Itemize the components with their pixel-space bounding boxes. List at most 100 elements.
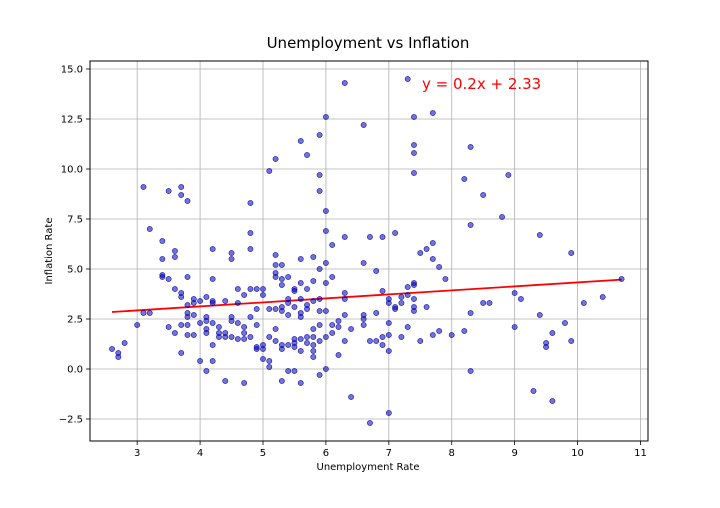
scatter-point xyxy=(266,358,273,364)
scatter-point xyxy=(159,274,166,280)
scatter-point xyxy=(260,356,266,362)
scatter-point xyxy=(228,250,235,256)
scatter-point xyxy=(316,172,323,178)
scatter-point xyxy=(172,330,178,336)
scatter-point xyxy=(429,256,436,262)
scatter-point xyxy=(203,330,210,336)
scatter-point xyxy=(260,286,266,292)
scatter-point xyxy=(178,322,185,328)
scatter-point xyxy=(323,280,329,286)
scatter-point xyxy=(197,320,203,326)
scatter-point xyxy=(549,398,556,404)
scatter-point xyxy=(562,320,568,326)
scatter-point xyxy=(197,298,203,304)
scatter-point xyxy=(285,300,292,306)
scatter-point xyxy=(442,276,449,282)
regression-trend-line xyxy=(111,278,622,313)
scatter-point xyxy=(316,132,323,138)
scatter-point xyxy=(241,292,248,298)
scatter-point xyxy=(190,300,197,306)
grid xyxy=(90,61,648,441)
scatter-point xyxy=(203,368,210,374)
y-tick-label: 12.5 xyxy=(61,115,83,126)
scatter-point xyxy=(228,318,235,324)
scatter-point xyxy=(310,348,317,354)
x-tick-label: 11 xyxy=(634,448,647,459)
scatter-point xyxy=(291,344,298,350)
scatter-point xyxy=(392,306,399,312)
scatter-point xyxy=(310,354,317,360)
scatter-point xyxy=(247,334,254,340)
scatter-point xyxy=(341,296,348,302)
scatter-point xyxy=(278,262,285,268)
scatter-point xyxy=(178,294,185,300)
scatter-point xyxy=(222,298,229,304)
scatter-point xyxy=(480,192,487,198)
scatter-point xyxy=(266,306,273,312)
scatter-point xyxy=(316,372,323,378)
scatter-point xyxy=(172,254,178,260)
scatter-point xyxy=(392,230,399,236)
scatter-point xyxy=(518,296,524,302)
scatter-point xyxy=(436,264,443,270)
scatter-point xyxy=(411,282,417,288)
scatter-point xyxy=(316,308,323,314)
y-tick-label: 0.0 xyxy=(67,365,83,376)
scatter-point xyxy=(323,334,329,340)
scatter-point xyxy=(310,326,317,332)
scatter-point xyxy=(291,368,298,374)
scatter-point xyxy=(304,340,310,346)
scatter-point xyxy=(379,334,386,340)
scatter-point xyxy=(121,340,128,346)
scatter-point xyxy=(423,246,430,252)
scatter-point xyxy=(373,338,380,344)
scatter-point xyxy=(209,358,216,364)
scatter-point xyxy=(404,324,411,330)
scatter-point xyxy=(234,300,241,306)
scatter-point xyxy=(467,222,474,228)
scatter-point xyxy=(228,334,235,340)
scatter-point xyxy=(260,346,266,352)
scatter-point xyxy=(373,310,380,316)
scatter-point xyxy=(184,198,191,204)
scatter-point xyxy=(203,294,210,300)
scatter-point xyxy=(348,326,354,332)
scatter-point xyxy=(316,338,323,344)
scatter-point xyxy=(536,232,543,238)
y-tick-label: 5.0 xyxy=(67,265,83,276)
scatter-point xyxy=(467,368,474,374)
scatter-point xyxy=(323,228,329,234)
scatter-point xyxy=(266,364,273,370)
scatter-point xyxy=(253,322,260,328)
scatter-point xyxy=(209,300,216,306)
scatter-point xyxy=(367,420,373,426)
scatter-point xyxy=(329,242,336,248)
scatter-point xyxy=(247,286,254,292)
scatter-point xyxy=(323,208,329,214)
scatter-point xyxy=(411,142,417,148)
scatter-point xyxy=(323,366,329,372)
scatter-point xyxy=(316,188,323,194)
scatter-point xyxy=(109,346,115,352)
scatter-point xyxy=(253,306,260,312)
scatter-point xyxy=(429,332,436,338)
scatter-point xyxy=(379,288,386,294)
scatter-point xyxy=(461,176,468,182)
scatter-point xyxy=(241,336,248,342)
scatter-point xyxy=(165,324,172,330)
scatter-point xyxy=(241,380,248,386)
scatter-point xyxy=(241,330,248,336)
chart-title: Unemployment vs Inflation xyxy=(267,34,470,52)
scatter-point xyxy=(385,348,392,354)
scatter-point xyxy=(411,170,417,176)
scatter-point xyxy=(480,300,487,306)
scatter-point xyxy=(184,302,191,308)
scatter-point xyxy=(272,262,279,268)
scatter-point xyxy=(379,234,386,240)
scatter-point xyxy=(241,324,248,330)
x-tick-label: 7 xyxy=(386,448,392,459)
scatter-point xyxy=(536,312,543,318)
